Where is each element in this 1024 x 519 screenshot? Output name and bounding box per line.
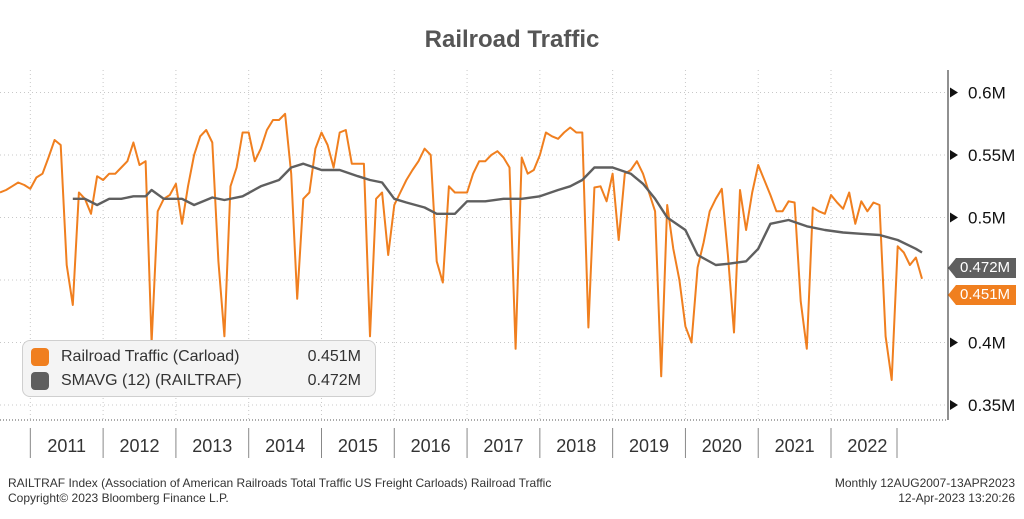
x-tick-label: 2011 — [47, 436, 86, 456]
x-tick-label: 2013 — [192, 436, 232, 456]
last-value-badge-smavg: 0.472M — [956, 258, 1017, 278]
y-tick-arrow — [950, 150, 958, 160]
badge-pointer — [948, 285, 956, 305]
legend-item-railroad-traffic: Railroad Traffic (Carload) 0.451M — [31, 346, 361, 368]
legend: Railroad Traffic (Carload) 0.451M SMAVG … — [22, 340, 376, 397]
x-tick-label: 2019 — [629, 436, 669, 456]
y-tick-label: 0.6M — [968, 84, 1006, 103]
x-tick-label: 2020 — [702, 436, 742, 456]
series-lines — [0, 112, 956, 381]
legend-value: 0.451M — [307, 348, 361, 365]
footer-copyright: Copyright© 2023 Bloomberg Finance L.P. — [8, 491, 229, 505]
footer-frequency: Monthly 12AUG2007-13APR2023 — [834, 476, 1015, 490]
footer-source: RAILTRAF Index (Association of American … — [8, 476, 552, 490]
x-tick-label: 2012 — [119, 436, 159, 456]
y-tick-arrow — [950, 400, 958, 410]
x-tick-label: 2022 — [847, 436, 887, 456]
last-value-badge-railroad: 0.451M — [956, 285, 1017, 305]
y-tick-label: 0.35M — [968, 396, 1015, 415]
x-axis: 2011 2012 2013 2014 2015 2016 2017 2018 2019 2020… — [29, 428, 898, 458]
x-tick-label: 2016 — [411, 436, 451, 456]
y-tick-arrow — [950, 87, 958, 98]
x-tick-label: 2017 — [483, 436, 523, 456]
y-tick-label: 0.5M — [968, 209, 1006, 228]
badge-pointer — [948, 258, 956, 278]
x-tick-label: 2021 — [775, 436, 815, 456]
series-line-smavg — [72, 162, 923, 267]
legend-value: 0.472M — [307, 372, 361, 389]
legend-item-smavg: SMAVG (12) (RAILTRAF) 0.472M — [31, 370, 361, 392]
legend-label: Railroad Traffic (Carload) — [61, 348, 240, 365]
x-tick-label: 2018 — [556, 436, 596, 456]
y-axis: 0.6M 0.55M 0.5M 0.4M 0.35M — [947, 70, 1015, 420]
legend-swatch-orange — [31, 348, 49, 366]
y-tick-arrow — [950, 337, 958, 348]
series-line-railroad-traffic — [0, 112, 923, 381]
chart-title: Railroad Traffic — [425, 26, 600, 53]
footer-timestamp: 12-Apr-2023 13:20:26 — [898, 491, 1015, 505]
x-tick-label: 2014 — [265, 436, 305, 456]
y-tick-label: 0.4M — [968, 334, 1006, 353]
x-tick-label: 2015 — [338, 436, 378, 456]
legend-swatch-gray — [31, 372, 49, 390]
y-tick-arrow — [950, 212, 958, 223]
y-tick-label: 0.55M — [968, 146, 1015, 165]
grid — [0, 70, 948, 421]
legend-label: SMAVG (12) (RAILTRAF) — [61, 372, 242, 389]
